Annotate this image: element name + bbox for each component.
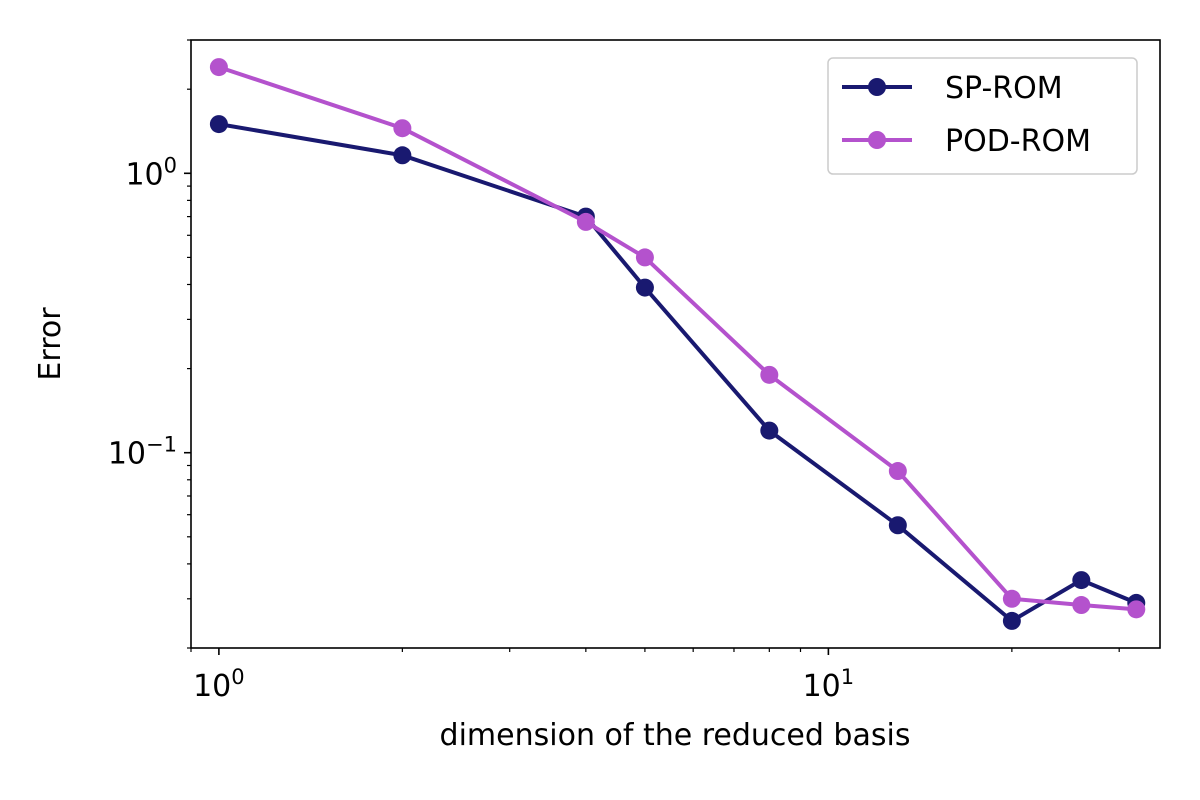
y-axis-label: Error — [33, 307, 68, 381]
data-point-sp-rom — [760, 421, 779, 440]
data-point-sp-rom — [888, 516, 907, 535]
data-point-pod-rom — [760, 365, 779, 384]
legend: SP-ROM POD-ROM — [827, 57, 1138, 175]
legend-label-pod-rom: POD-ROM — [945, 124, 1091, 159]
data-point-pod-rom — [635, 248, 654, 267]
data-point-pod-rom — [888, 462, 907, 481]
data-point-sp-rom — [1002, 611, 1021, 630]
x-tick-label-1: 100 — [193, 665, 245, 704]
data-point-sp-rom — [209, 115, 228, 134]
series-layer — [209, 58, 1146, 630]
data-point-sp-rom — [1072, 571, 1091, 590]
major-ticks — [184, 172, 830, 655]
data-point-pod-rom — [1072, 596, 1091, 615]
data-point-sp-rom — [393, 146, 412, 165]
x-tick-label-10: 101 — [803, 665, 855, 704]
data-point-pod-rom — [1002, 589, 1021, 608]
data-point-pod-rom — [576, 212, 595, 231]
data-point-pod-rom — [209, 58, 228, 77]
y-tick-label-1: 100 — [125, 153, 177, 192]
x-axis-label: dimension of the reduced basis — [440, 718, 911, 753]
y-tick-label-0.1: 10−1 — [108, 433, 177, 472]
data-point-pod-rom — [393, 119, 412, 138]
data-point-sp-rom — [635, 278, 654, 297]
legend-label-sp-rom: SP-ROM — [945, 71, 1063, 106]
plot-frame — [190, 39, 1161, 649]
data-point-pod-rom — [1127, 600, 1146, 619]
legend-marker-pod-rom — [868, 131, 886, 149]
legend-marker-sp-rom — [868, 78, 886, 96]
